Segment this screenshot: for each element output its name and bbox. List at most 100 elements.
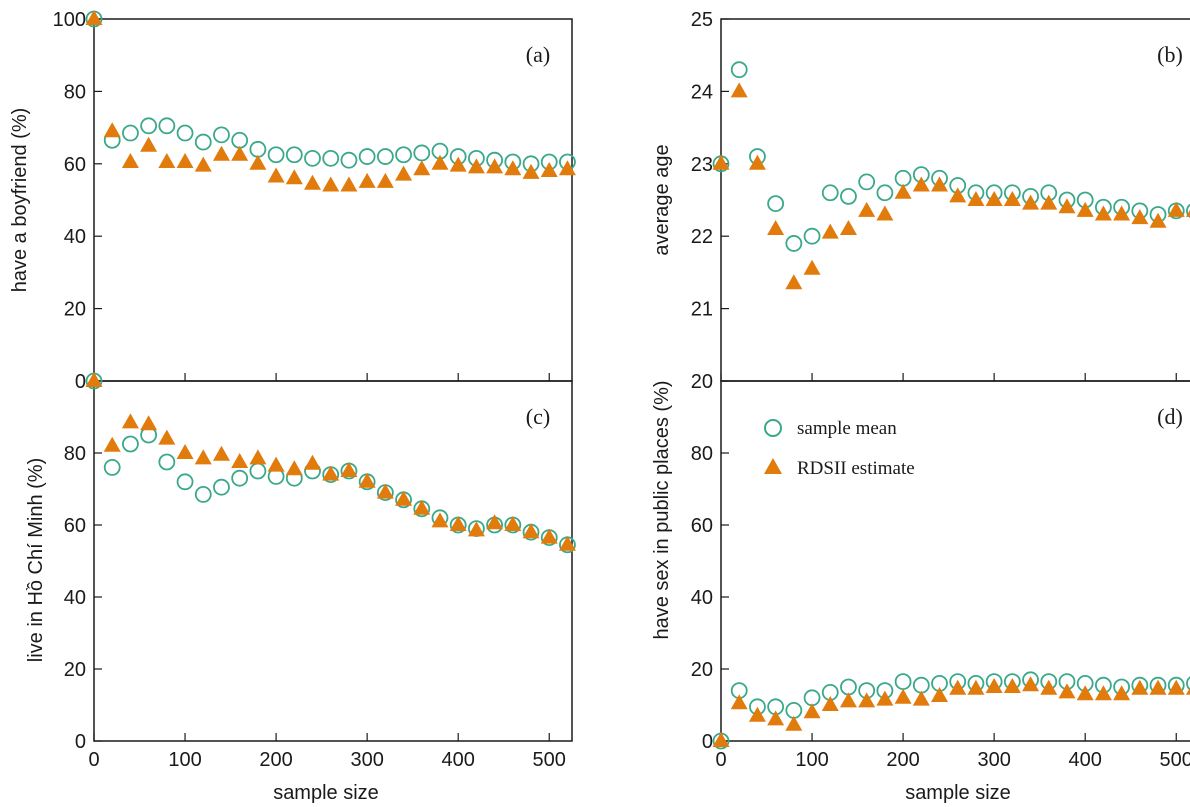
panel-d-rdsii-point bbox=[1022, 676, 1040, 692]
panel-a-sample-mean-point bbox=[249, 140, 267, 158]
panel-b-rdsii-point bbox=[949, 187, 967, 203]
panel-c-rdsii-point bbox=[103, 436, 121, 452]
panel-c-rdsii-point bbox=[322, 465, 340, 481]
panel-d-rdsii-point bbox=[821, 696, 839, 711]
panel-b-ytick-label: 23 bbox=[691, 154, 713, 176]
panel-c-rdsii-point bbox=[85, 372, 103, 387]
legend-sample-mean-label: sample mean bbox=[797, 418, 897, 439]
panel-b-rdsii-point bbox=[967, 191, 985, 206]
panel-a-sample-mean-point bbox=[213, 126, 230, 144]
panel-a-rdsii-point bbox=[212, 145, 230, 161]
legend-rdsii-label: RDSII estimate bbox=[797, 458, 915, 479]
panel-b-sample-mean-point bbox=[803, 227, 821, 245]
panel-a-rdsii-point bbox=[285, 169, 303, 185]
panel-a-sample-mean-point bbox=[304, 149, 321, 167]
panel-c-xtick-label: 0 bbox=[88, 749, 99, 771]
panel-c-rdsii-point bbox=[395, 490, 413, 506]
panel-a-axes bbox=[93, 18, 573, 382]
panel-c-rdsii-point bbox=[431, 512, 449, 528]
panel-b-rdsii-point bbox=[839, 219, 857, 235]
panel-d-rdsii-point bbox=[1003, 678, 1021, 693]
panel-a-rdsii-point bbox=[504, 160, 522, 176]
panel-d-rdsii-point bbox=[912, 690, 930, 706]
panel-a-ylabel: have a boyfriend (%) bbox=[9, 108, 31, 293]
panel-c-ylabel: live in Hồ Chí Minh (%) bbox=[25, 458, 47, 663]
panel-d-sample-mean-point bbox=[840, 678, 857, 696]
panel-c-rdsii-point bbox=[304, 454, 322, 470]
panel-d-xtick-label: 500 bbox=[1160, 749, 1190, 771]
panel-b-rdsii-point bbox=[1022, 194, 1040, 210]
panel-a-rdsii-point bbox=[449, 156, 467, 172]
panel-d-rdsii-point bbox=[767, 710, 785, 726]
panel-b-ytick-label: 25 bbox=[691, 9, 713, 31]
panel-c-rdsii-point bbox=[194, 449, 212, 465]
panel-b-sample-mean-point bbox=[894, 169, 912, 187]
panel-a-sample-mean-point bbox=[267, 146, 285, 164]
panel-d-rdsii-point bbox=[1040, 679, 1058, 695]
panel-a-sample-mean-point bbox=[140, 117, 158, 135]
panel-b-rdsii-point bbox=[1113, 205, 1131, 221]
panel-d-rdsii-point bbox=[858, 692, 876, 708]
panel-a-rdsii-point bbox=[431, 154, 449, 170]
panel-c-rdsii-point bbox=[358, 472, 376, 488]
panel-d-rdsii-point bbox=[1058, 683, 1076, 699]
panel-b-rdsii-point bbox=[730, 82, 748, 98]
panel-d-xtick-label: 200 bbox=[886, 749, 919, 771]
panel-a-rdsii-point bbox=[267, 167, 285, 183]
panel-c-ytick-label: 0 bbox=[75, 731, 86, 753]
panel-b-sample-mean-point bbox=[858, 173, 876, 191]
panel-a-rdsii-point bbox=[140, 136, 158, 152]
panel-c-xtick-label: 200 bbox=[259, 749, 292, 771]
panel-a-rdsii-point bbox=[340, 176, 358, 192]
panel-c-rdsii-point bbox=[249, 449, 267, 465]
panel-c-rdsii-point bbox=[504, 516, 522, 531]
panel-a-rdsii-point bbox=[322, 176, 340, 192]
panel-a-sample-mean-point bbox=[413, 144, 431, 162]
panel-b-rdsii-point bbox=[1058, 198, 1076, 214]
panel-a-sample-mean-point bbox=[194, 133, 212, 151]
panel-d-rdsii-point bbox=[1131, 679, 1149, 695]
panel-a-rdsii-point bbox=[558, 160, 576, 176]
panel-c-rdsii-point bbox=[486, 514, 504, 530]
panel-d-rdsii-point bbox=[785, 715, 803, 731]
panel-c-rdsii-point bbox=[558, 535, 576, 551]
panel-b-sample-mean-point bbox=[876, 184, 894, 202]
panel-d-rdsii-point bbox=[1167, 679, 1185, 695]
panel-b-ytick-label: 22 bbox=[691, 226, 713, 248]
panel-c-rdsii-point bbox=[121, 413, 139, 429]
panel-c-rdsii-point bbox=[540, 528, 558, 544]
panel-b-rdsii-point bbox=[1076, 201, 1094, 217]
panel-b-rdsii-point bbox=[1167, 201, 1185, 217]
panel-b-rdsii-point bbox=[1149, 212, 1167, 228]
panel-d-rdsii-point bbox=[712, 732, 730, 747]
panel-a-ytick-label: 20 bbox=[64, 299, 86, 321]
panel-a-sample-mean-point bbox=[395, 146, 412, 164]
panel-c-tag: (c) bbox=[526, 404, 550, 429]
panel-d-rdsii-point bbox=[1113, 685, 1131, 701]
panel-d-rdsii-point bbox=[967, 679, 985, 695]
panel-c-axes bbox=[93, 380, 573, 742]
panel-a-rdsii-point bbox=[176, 152, 194, 168]
panel-c-rdsii-point bbox=[267, 456, 285, 472]
panel-c-sample-mean-point bbox=[249, 462, 267, 480]
panel-b-ytick-label: 21 bbox=[691, 299, 713, 321]
panel-c-rdsii-point bbox=[176, 444, 194, 459]
panel-a-rdsii-point bbox=[486, 158, 504, 174]
panel-b-rdsii-point bbox=[912, 176, 930, 192]
panel-c-xlabel: sample size bbox=[273, 782, 379, 804]
panel-a-sample-mean-point bbox=[358, 148, 376, 165]
panel-b-ylabel: average age bbox=[651, 144, 673, 255]
panel-d-rdsii-point bbox=[730, 694, 748, 710]
panel-b-sample-mean-point bbox=[821, 184, 839, 202]
panel-a-rdsii-point bbox=[395, 165, 413, 181]
panel-b-rdsii-point bbox=[712, 154, 730, 170]
panel-a-sample-mean-point bbox=[176, 124, 194, 142]
panel-b-sample-mean-point bbox=[785, 235, 803, 252]
panel-d-rdsii-point bbox=[876, 690, 894, 706]
panel-d-rdsii-point bbox=[894, 688, 912, 704]
panel-b-sample-mean-point bbox=[840, 187, 857, 205]
panel-a-sample-mean-point bbox=[122, 124, 139, 142]
legend-sample-mean-marker bbox=[764, 419, 782, 437]
panel-d-sample-mean-point bbox=[803, 689, 821, 707]
panel-a-sample-mean-point bbox=[376, 148, 394, 165]
